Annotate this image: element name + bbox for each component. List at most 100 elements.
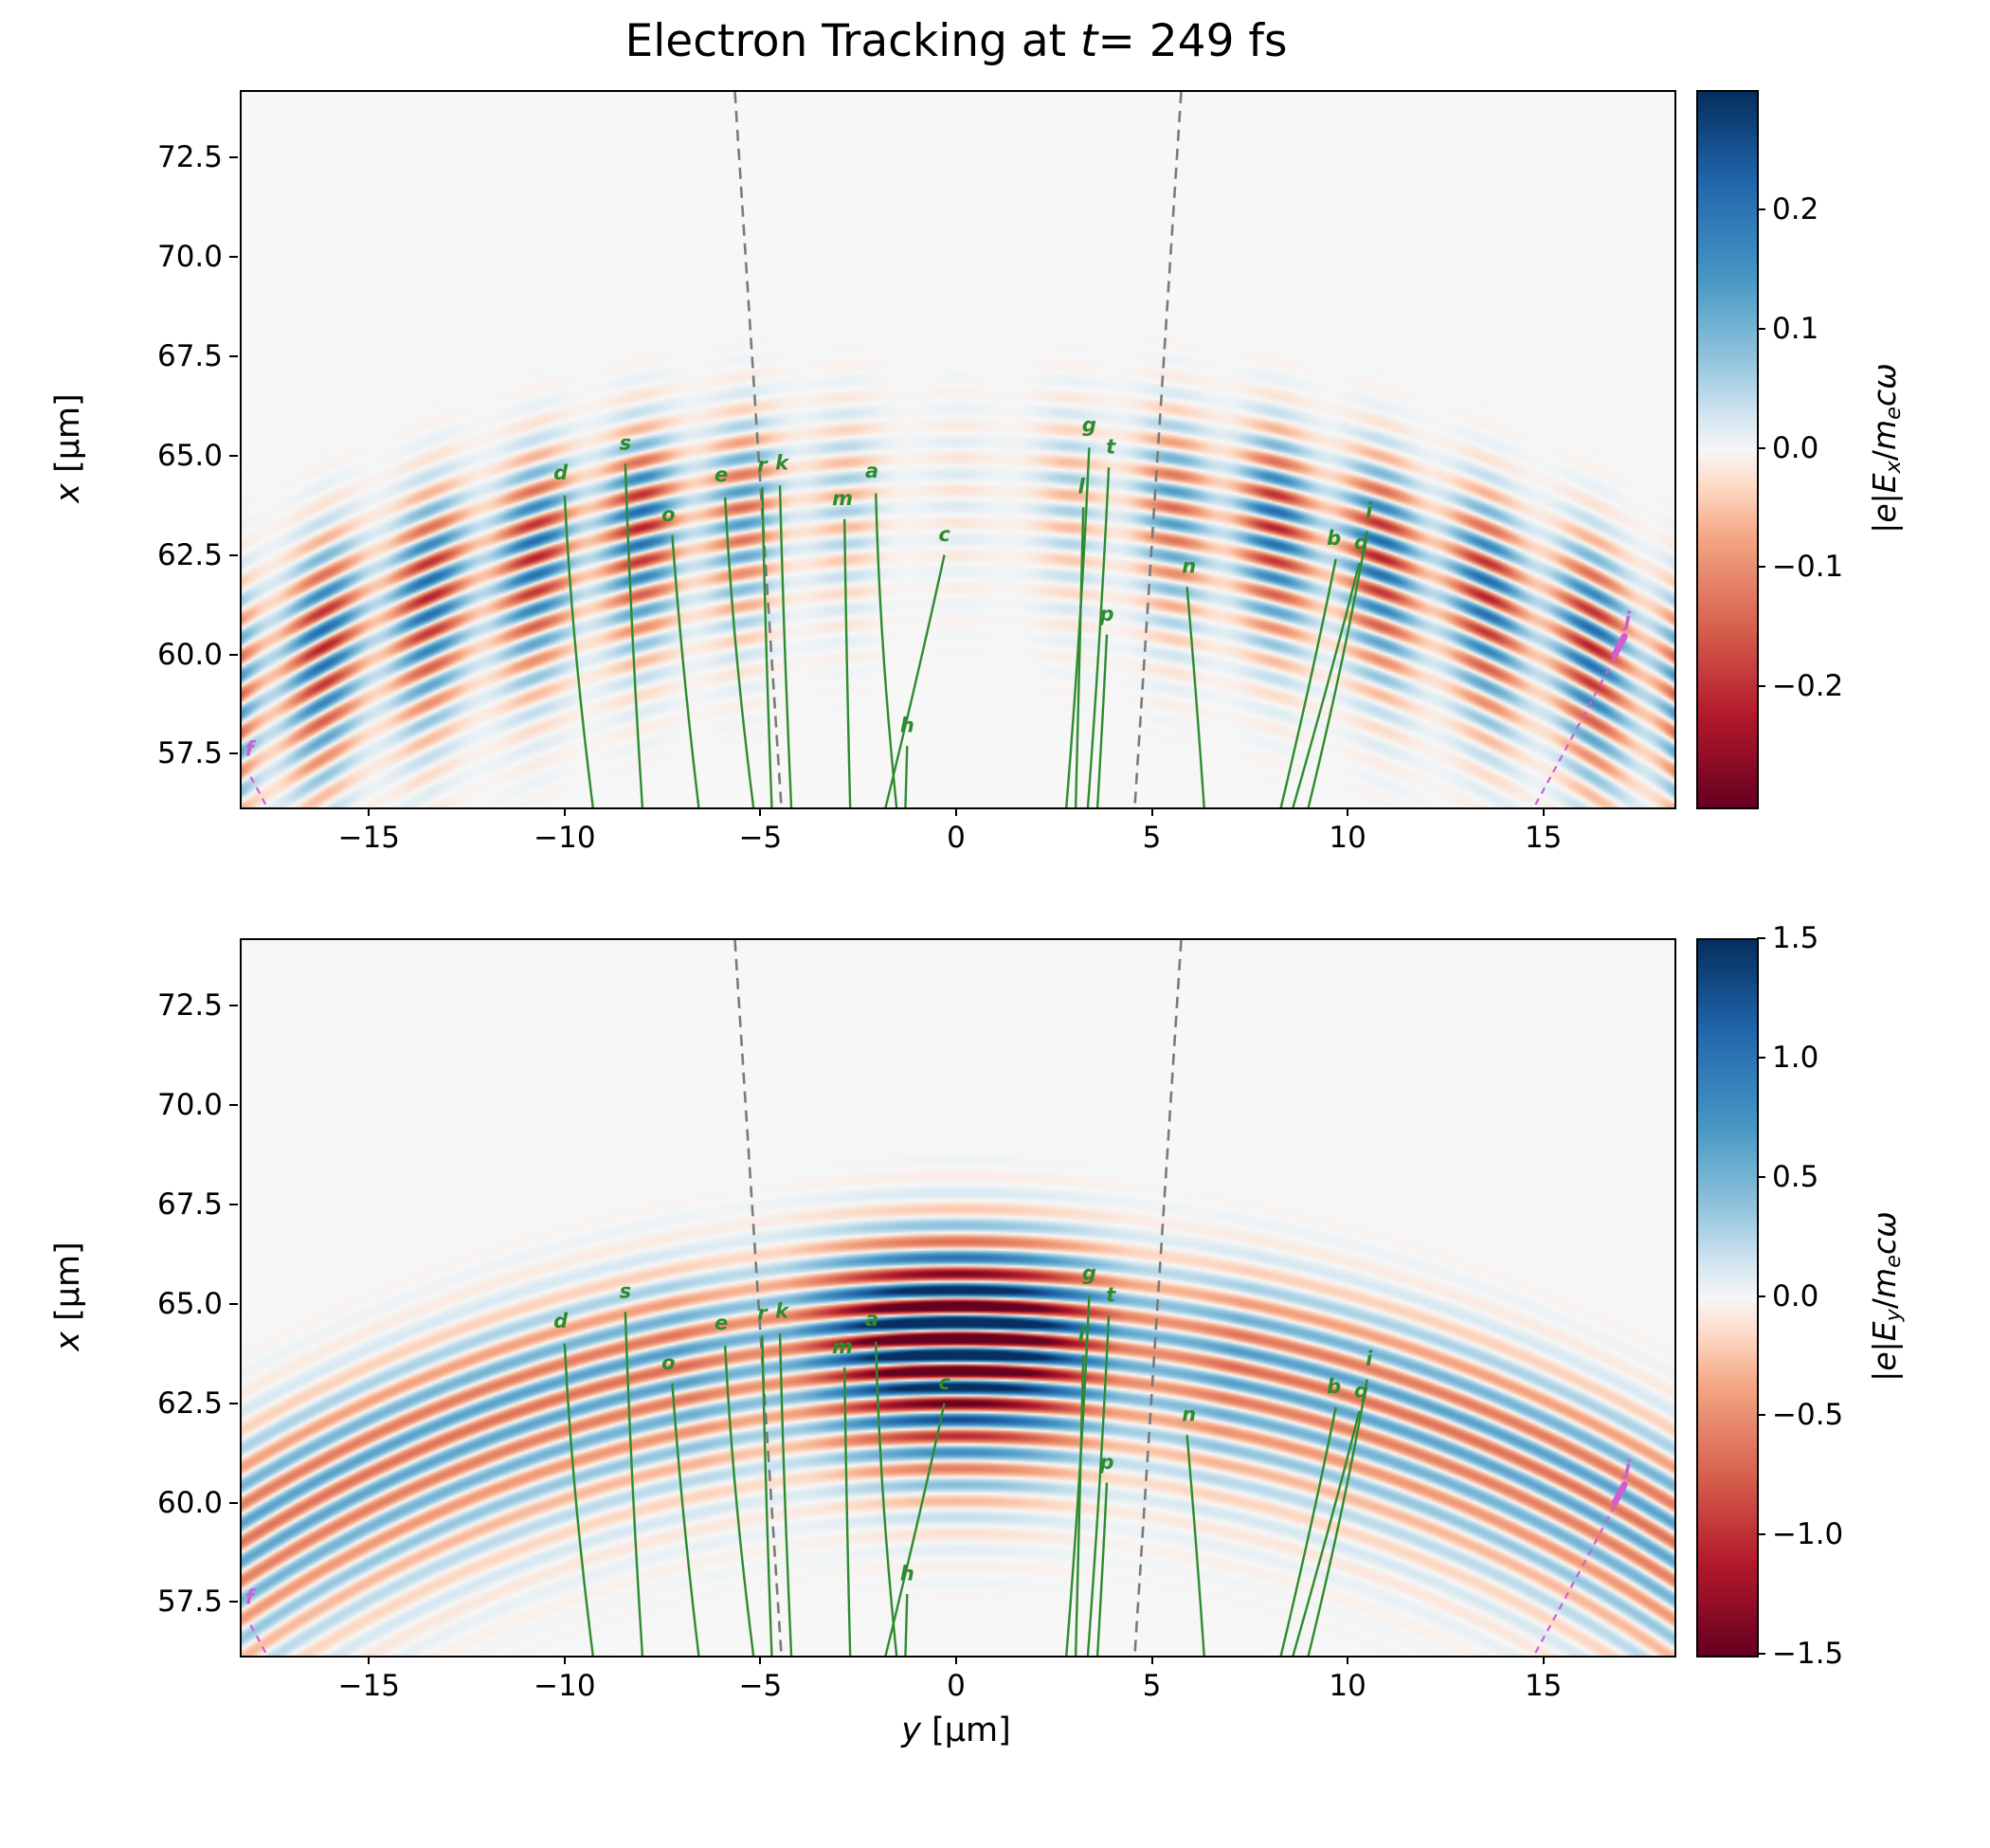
- x-tick-label: −10: [534, 821, 596, 855]
- electron-trajectory-q: [1292, 1410, 1361, 1656]
- electron-trajectory-a: [875, 493, 898, 807]
- x-tick-label: −5: [738, 821, 783, 855]
- x-tick-label: 0: [947, 821, 966, 855]
- text-part: [μm]: [49, 1241, 87, 1332]
- electron-trajectory-t: [1086, 1315, 1111, 1656]
- electron-trajectory-b: [1279, 558, 1337, 807]
- electron-trajectory-j: [1532, 1492, 1623, 1656]
- trajectory-label-p: p: [1098, 603, 1113, 625]
- colorbar-tick-mark: [1757, 1295, 1765, 1297]
- cone-dashed-line: [1133, 92, 1183, 807]
- x-tick-label: 0: [947, 1669, 966, 1703]
- trajectory-label-b: b: [1327, 1375, 1341, 1398]
- text-part: ω: [1866, 362, 1904, 390]
- y-tick-mark: [229, 1402, 238, 1404]
- electron-trajectory-a: [875, 1341, 898, 1656]
- y-tick-label: 72.5: [156, 988, 223, 1024]
- trajectory-label-f: f: [245, 737, 257, 760]
- electron-trajectory-p: [1095, 1482, 1109, 1656]
- colorbar-label-ex: |e|Ex/mecω: [1866, 363, 1906, 534]
- colorbar-tick-label: −0.1: [1772, 550, 1844, 585]
- colorbar-tick-label: 0.5: [1772, 1159, 1819, 1194]
- text-part: /: [1866, 1297, 1904, 1309]
- electron-trajectory-f: [246, 770, 269, 807]
- trajectory-label-n: n: [1182, 555, 1196, 578]
- trajectory-end-marker-j: [1611, 1481, 1628, 1507]
- electron-trajectory-c: [884, 554, 946, 807]
- colorbar-tick-label: 0.2: [1772, 191, 1819, 226]
- text-part: c: [1866, 389, 1904, 407]
- x-tick-mark: [1542, 1656, 1545, 1664]
- cone-dashed-line: [733, 940, 783, 1656]
- text-part: = 249 fs: [1097, 15, 1288, 67]
- x-tick-label: −5: [738, 1669, 783, 1703]
- trajectory-label-g: g: [1082, 1262, 1096, 1285]
- text-part: ω: [1866, 1210, 1904, 1238]
- x-tick-mark: [1347, 1656, 1349, 1664]
- trajectory-label-o: o: [661, 1351, 675, 1374]
- x-tick-label: 15: [1524, 821, 1563, 855]
- electron-trajectory-o: [671, 1383, 700, 1656]
- text-part: x: [49, 482, 87, 503]
- colorbar-tick-mark: [1757, 1653, 1765, 1655]
- x-tick-label: 5: [1142, 821, 1162, 855]
- figure-title: Electron Tracking at t= 249 fs: [625, 15, 1288, 67]
- heatmap-ey-canvas: [242, 940, 1674, 1656]
- y-tick-label: 70.0: [156, 240, 223, 275]
- trajectory-label-s: s: [620, 1280, 632, 1303]
- text-part: E: [1866, 472, 1904, 493]
- y-tick-label: 65.0: [156, 1286, 223, 1321]
- trajectory-label-r: r: [757, 1302, 769, 1325]
- cone-dashed-line: [1133, 940, 1183, 1656]
- y-tick-mark: [229, 1302, 238, 1305]
- electron-trajectory-e: [723, 1345, 755, 1656]
- trajectory-label-k: k: [775, 1299, 790, 1322]
- y-tick-mark: [229, 454, 238, 457]
- y-tick-mark: [229, 553, 238, 556]
- electron-trajectory-s: [624, 463, 644, 807]
- colorbar-ey: [1696, 938, 1759, 1658]
- trajectory-label-m: m: [832, 487, 853, 510]
- text-part: y: [1880, 1308, 1906, 1321]
- trajectory-label-e: e: [715, 463, 728, 486]
- trajectory-label-n: n: [1182, 1404, 1196, 1426]
- x-tick-mark: [563, 807, 566, 816]
- electron-trajectory-n: [1185, 1435, 1205, 1656]
- colorbar-tick-mark: [1757, 446, 1765, 449]
- electron-trajectory-p: [1095, 634, 1109, 807]
- colorbar-gradient-ex: [1698, 92, 1757, 807]
- x-tick-mark: [759, 1656, 762, 1664]
- electron-trajectory-h: [904, 745, 909, 807]
- electron-trajectory-m: [842, 518, 852, 807]
- text-part: m: [1866, 419, 1904, 450]
- y-tick-mark: [229, 355, 238, 358]
- colorbar-label-ey: |e|Ey/mecω: [1866, 1211, 1906, 1382]
- trajectory-label-o: o: [661, 503, 675, 526]
- electron-trajectory-n: [1185, 587, 1205, 807]
- text-part: x: [49, 1331, 87, 1351]
- colorbar-tick-mark: [1757, 1533, 1765, 1536]
- electron-trajectory-h: [904, 1593, 909, 1656]
- colorbar-tick-label: −1.0: [1772, 1517, 1844, 1552]
- colorbar-ex: [1696, 90, 1759, 809]
- electron-trajectory-f: [246, 1619, 269, 1656]
- trajectory-label-m: m: [832, 1335, 853, 1358]
- trajectory-label-t: t: [1106, 436, 1116, 459]
- trajectory-overlay-ey: a b c d e g h i k l m n o p q r s t f j: [245, 940, 1632, 1656]
- electron-trajectory-d: [563, 495, 594, 807]
- trajectory-label-r: r: [757, 454, 769, 477]
- colorbar-tick-label: 1.0: [1772, 1040, 1819, 1075]
- colorbar-tick-label: 1.5: [1772, 921, 1819, 955]
- text-part: e: [1880, 406, 1906, 420]
- electron-trajectory-i: [1307, 531, 1368, 807]
- y-tick-mark: [229, 1204, 238, 1206]
- y-tick-label: 65.0: [156, 438, 223, 473]
- trajectory-end-marker-j: [1611, 633, 1628, 659]
- trajectory-label-q: q: [1354, 531, 1368, 553]
- colorbar-tick-label: 0.0: [1772, 1278, 1819, 1314]
- colorbar-tick-label: 0.1: [1772, 311, 1819, 346]
- y-axis-label: x [μm]: [49, 1241, 87, 1351]
- electron-trajectory-k: [778, 1333, 793, 1656]
- text-part: e: [1866, 1350, 1904, 1371]
- x-tick-mark: [955, 807, 957, 816]
